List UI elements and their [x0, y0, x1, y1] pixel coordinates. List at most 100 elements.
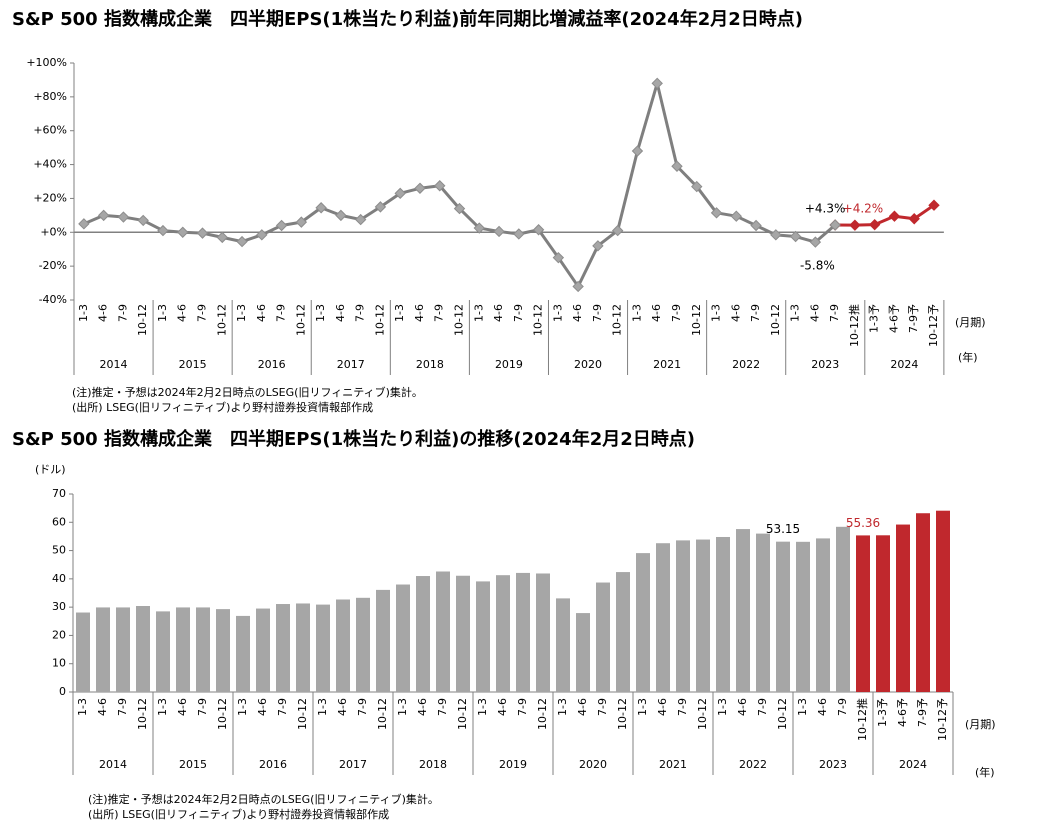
bar [76, 612, 90, 692]
x-tick-label: 10-12予 [936, 698, 949, 741]
bar [696, 539, 710, 692]
x-tick-label: 1-3 [630, 304, 643, 322]
bar [736, 529, 750, 692]
x-tick-label: 10-12 [215, 304, 228, 336]
marker [691, 180, 703, 193]
data-label: +4.2% [843, 202, 884, 216]
marker [611, 224, 624, 237]
marker [434, 180, 446, 192]
marker [256, 229, 268, 241]
bar [396, 584, 410, 692]
x-tick-label: 4-6 [571, 304, 584, 322]
marker [117, 211, 130, 223]
x-tick-label: 7-9 [676, 698, 689, 716]
x-tick-label: 4-6 [416, 698, 429, 716]
x-tick-label: 1-3 [556, 698, 569, 716]
y-tick-label: 50 [52, 544, 66, 557]
marker [750, 219, 762, 232]
marker [849, 219, 861, 231]
x-tick-label: 1-3 [314, 304, 327, 322]
bar [416, 576, 430, 692]
bar [596, 582, 610, 692]
year-label: 2015 [179, 358, 207, 371]
x-tick-label: 1-3 [77, 304, 90, 322]
x-tick-label: 4-6 [334, 304, 347, 322]
year-label: 2014 [100, 358, 128, 371]
year-label: 2019 [495, 358, 523, 371]
bar [896, 524, 910, 692]
x-tick-label: 7-9予 [916, 698, 929, 727]
marker [532, 224, 545, 236]
x-tick-label: 4-6 [256, 698, 269, 716]
bar [436, 571, 450, 692]
x-tick-label: 7-9 [512, 304, 525, 322]
x-unit: (月期) [965, 718, 996, 731]
x-tick-label: 7-9 [749, 304, 762, 322]
x-tick-label: 10-12 [611, 304, 624, 336]
year-label: 2016 [259, 758, 287, 771]
bar [376, 589, 390, 692]
x-tick-label: 4-6 [576, 698, 589, 716]
bar [676, 540, 690, 692]
x-tick-label: 10-12 [376, 698, 389, 730]
x-tick-label: 4-6 [736, 698, 749, 716]
year-label: 2020 [574, 358, 602, 371]
bar [836, 526, 850, 692]
marker [275, 219, 288, 232]
marker [137, 214, 149, 227]
marker [710, 207, 723, 219]
y-tick-label: 0 [59, 685, 66, 698]
x-tick-label: 1-3 [236, 698, 249, 716]
marker [453, 202, 466, 215]
y-tick-label: 70 [52, 487, 66, 500]
marker [414, 182, 426, 194]
year-label: 2024 [890, 358, 918, 371]
y-tick-label: +60% [33, 124, 67, 137]
bar [196, 607, 210, 692]
marker [809, 236, 822, 248]
marker [157, 224, 169, 237]
bar [96, 607, 110, 692]
x-tick-label: 10-12 [373, 304, 386, 336]
x-tick-label: 1-3 [156, 304, 169, 322]
x-tick-label: 1-3 [789, 304, 802, 322]
x-tick-label: 10-12 [696, 698, 709, 730]
x-tick-label: 7-9 [436, 698, 449, 716]
x-tick-label: 4-6 [650, 304, 663, 322]
chart-title: S&P 500 指数構成企業 四半期EPS(1株当たり利益)前年同期比増減益率(… [12, 8, 803, 30]
marker [473, 222, 485, 234]
marker [908, 213, 920, 225]
year-label: 2022 [732, 358, 760, 371]
note: (出所) LSEG(旧リフィニティブ)より野村證券投資情報部作成 [88, 807, 389, 821]
x-tick-label: 4-6 [808, 304, 821, 322]
bar [576, 613, 590, 692]
marker [552, 251, 565, 264]
data-label: 55.36 [846, 516, 880, 530]
marker [789, 230, 802, 243]
marker [236, 235, 248, 248]
bar [236, 615, 250, 692]
marker [631, 145, 644, 157]
x-tick-label: 10-12 [136, 698, 149, 730]
x-tick-label: 1-3 [472, 304, 485, 322]
marker [196, 227, 209, 239]
x-tick-label: 10-12 [690, 304, 703, 336]
x-tick-label: 7-9 [116, 304, 129, 322]
bar [716, 536, 730, 692]
year-label: 2016 [258, 358, 286, 371]
note: (注)推定・予想は2024年2月2日時点のLSEG(旧リフィニティブ)集計。 [88, 792, 439, 806]
marker [868, 218, 881, 231]
marker [177, 226, 189, 238]
note: (出所) LSEG(旧リフィニティブ)より野村證券投資情報部作成 [72, 400, 373, 414]
x-tick-label: 7-9 [670, 304, 683, 322]
marker [78, 218, 90, 230]
x-tick-label: 4-6予 [887, 304, 900, 333]
x-tick-label: 4-6 [816, 698, 829, 716]
bar [476, 581, 490, 692]
bar [316, 604, 330, 692]
x-tick-label: 10-12 [216, 698, 229, 730]
x-tick-label: 10-12 [294, 304, 307, 336]
marker [354, 213, 367, 226]
marker [295, 216, 308, 228]
